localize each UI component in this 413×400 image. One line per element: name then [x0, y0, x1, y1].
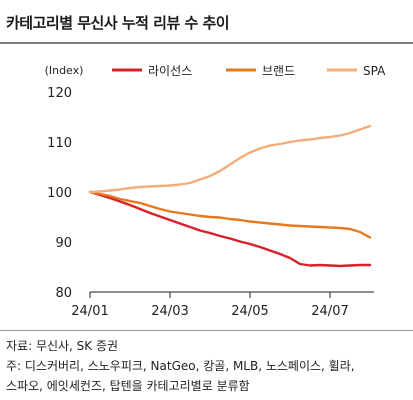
y-tick-label-4: 120 [47, 86, 72, 101]
y-axis-label: (Index) [45, 64, 84, 77]
series-line-1 [88, 190, 372, 239]
line-chart: (Index) 라이선스 브랜드 SPA 80 90 100 110 120 24/01 24/03… [45, 64, 387, 319]
title-divider [0, 42, 413, 44]
chart-title: 카테고리별 무신사 누적 리뷰 수 추이 [6, 14, 230, 32]
source-text: 자료: 무신사, SK 증권 [6, 339, 119, 353]
y-tick-label-1: 90 [55, 236, 72, 251]
x-tick-label-1: 24/03 [151, 304, 188, 319]
series-line-0 [88, 190, 372, 268]
legend-label-0: 라이선스 [148, 64, 192, 78]
note-line-2: 스파오, 에잇세컨즈, 탑텐을 카테고리별로 분류함 [6, 379, 250, 393]
legend-label-2: SPA [363, 64, 386, 78]
chart-header: 카테고리별 무신사 누적 리뷰 수 추이 [0, 0, 413, 52]
footer-divider [0, 330, 413, 331]
x-tick-label-0: 24/01 [71, 304, 108, 319]
note-line-1: 주: 디스커버리, 스노우피크, NatGeo, 캉골, MLB, 노스페이스,… [6, 359, 355, 373]
x-tick-label-2: 24/05 [231, 304, 268, 319]
series-line-2 [88, 124, 372, 194]
chart-area: (Index) 라이선스 브랜드 SPA 80 90 100 110 120 24/01 24/03… [0, 52, 413, 330]
y-tick-label-0: 80 [55, 286, 72, 301]
x-tick-label-3: 24/07 [311, 304, 348, 319]
legend-label-1: 브랜드 [262, 64, 295, 78]
y-tick-label-2: 100 [47, 186, 72, 201]
y-tick-label-3: 110 [47, 136, 72, 151]
footer-notes: 자료: 무신사, SK 증권 주: 디스커버리, 스노우피크, NatGeo, … [6, 336, 411, 396]
